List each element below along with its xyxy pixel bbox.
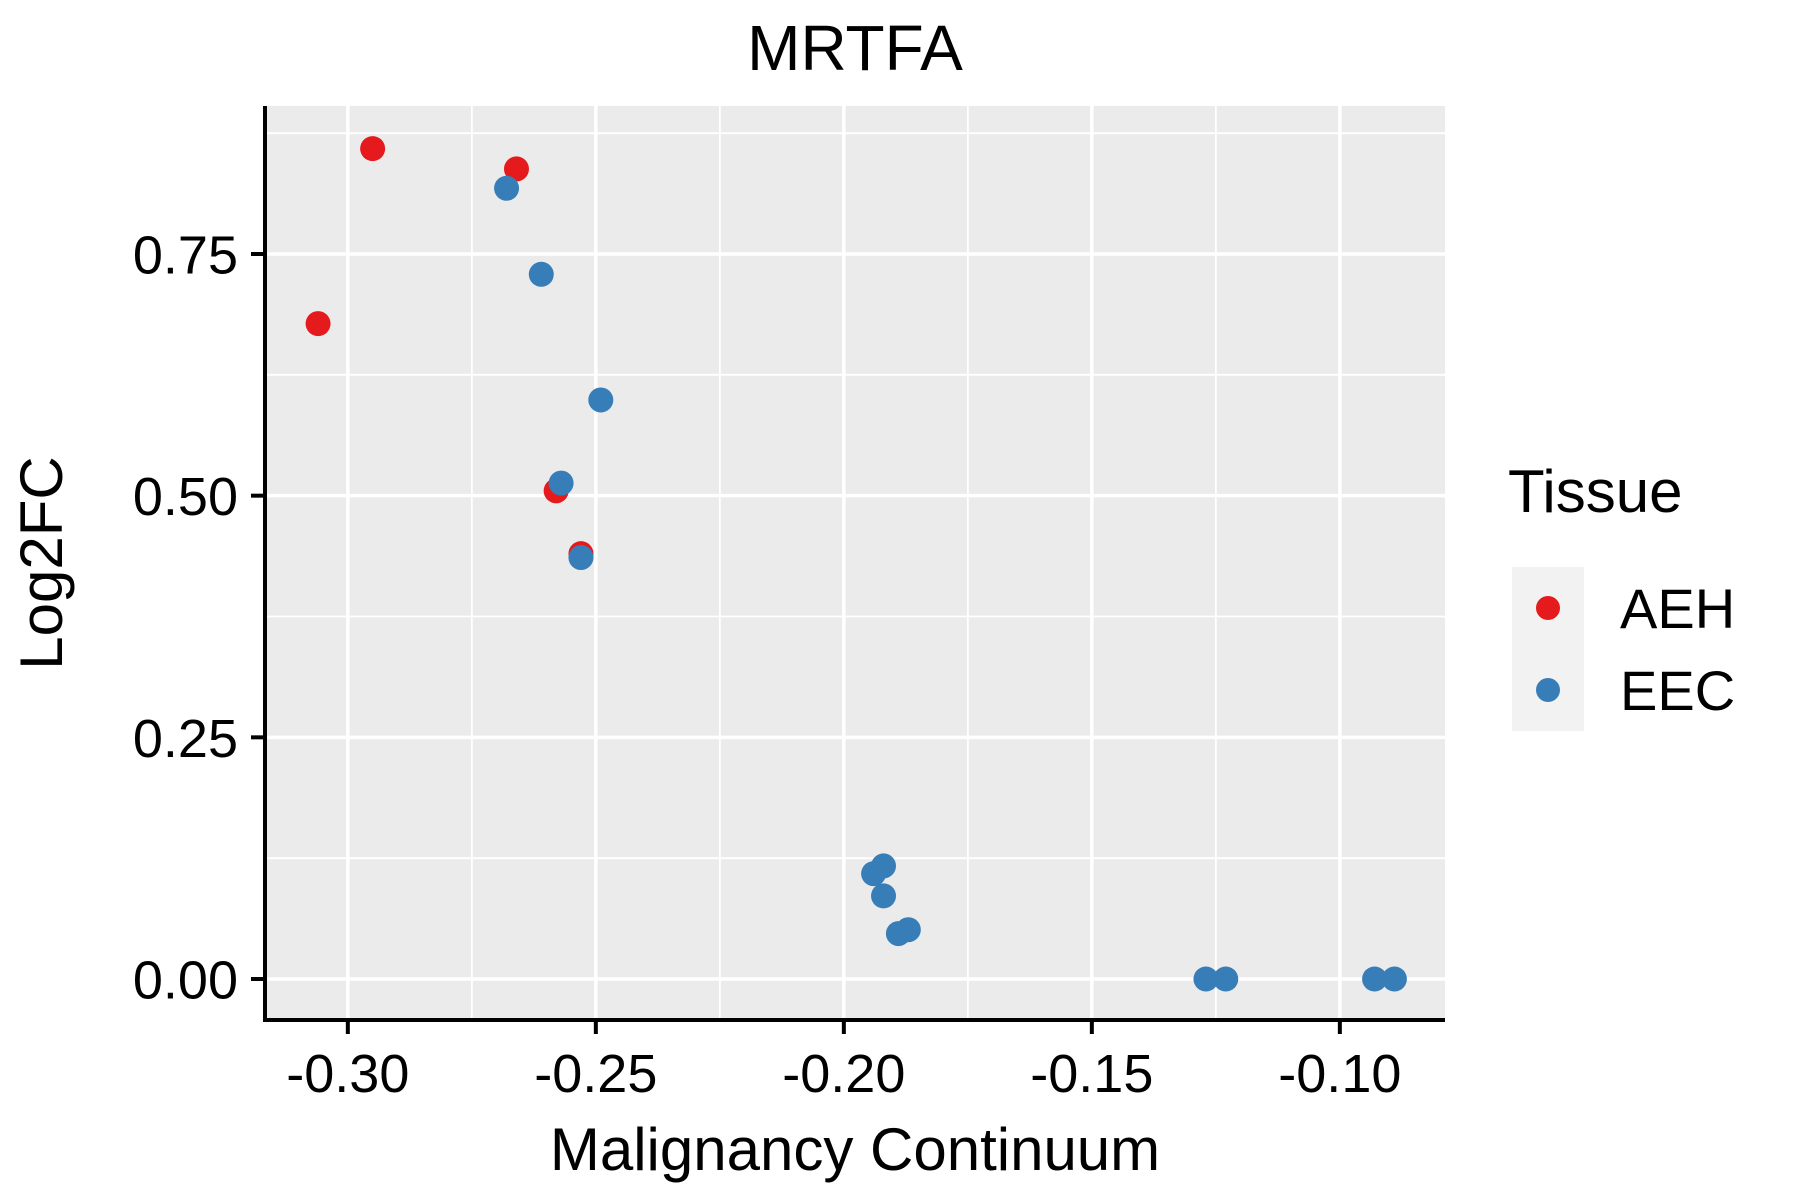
point-eec [1193,966,1219,992]
point-aeh [360,136,386,162]
x-tick-label: -0.30 [286,1044,409,1104]
x-tick-label: -0.20 [782,1044,905,1104]
y-tick-label: 0.25 [133,709,238,769]
x-tick-label: -0.25 [534,1044,657,1104]
axes-layer: 0.00 0.25 0.50 0.75 -0.30 -0.25 -0.20 -0.15 -0.1… [133,106,1445,1104]
x-axis-label: Malignancy Continuum [550,1116,1160,1183]
point-eec [1213,966,1239,992]
y-tick-label: 0.75 [133,225,238,285]
point-eec [568,545,594,571]
legend-title: Tissue [1508,458,1683,525]
y-axis-label: Log2FC [8,456,75,669]
point-eec [494,175,520,201]
point-eec [1381,966,1407,992]
point-eec [871,883,897,909]
point-eec [528,261,554,287]
legend-swatch-eec [1536,678,1560,702]
legend-swatch-aeh [1536,596,1560,620]
y-tick-label: 0.00 [133,950,238,1010]
panel-background [265,106,1445,1020]
point-aeh [503,156,529,182]
point-eec [1362,966,1388,992]
point-eec [588,387,614,413]
y-tick-label: 0.50 [133,467,238,527]
x-tick-label: -0.15 [1030,1044,1153,1104]
plot-panel [265,106,1445,1020]
legend: Tissue AEH EEC [1508,458,1735,731]
point-eec [548,470,574,496]
point-eec [895,917,921,943]
legend-label-eec: EEC [1620,659,1735,722]
legend-label-aeh: AEH [1620,577,1735,640]
data-points-layer [305,136,1407,992]
point-eec [871,853,897,879]
plot-title: MRTFA [747,12,963,84]
x-tick-label: -0.10 [1278,1044,1401,1104]
point-aeh [305,311,331,337]
